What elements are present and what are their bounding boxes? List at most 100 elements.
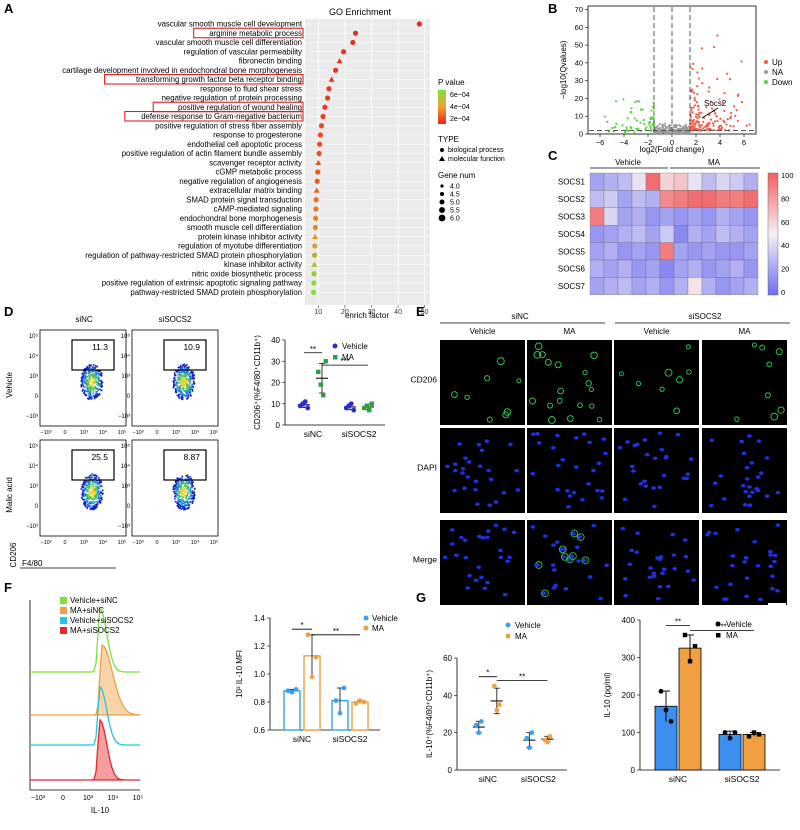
flow-y-tick: 10⁵: [29, 443, 39, 450]
flow-event: [85, 497, 87, 500]
volcano-point-down: [624, 130, 627, 134]
volcano-y-tick-label: 0: [579, 130, 583, 139]
go-point-bp: [320, 113, 326, 120]
if-image-grid: Vehicle MA Vehicle MA CD206 DAPI Merge: [411, 327, 787, 605]
flow-col-sisocs2: siSOCS2: [159, 315, 192, 324]
flow-event: [99, 500, 101, 503]
flow-event: [175, 381, 178, 384]
volcano-point-na: [661, 123, 664, 126]
heatmap-cell: [589, 190, 605, 208]
heatmap-cell: [659, 190, 675, 208]
volcano-legend-up-marker: [764, 60, 768, 64]
flow-event: [191, 383, 194, 386]
flow-event: [187, 492, 189, 495]
flow-x-tick: 10⁵: [210, 539, 218, 546]
flow-event: [185, 496, 188, 499]
volcano-point-up: [729, 116, 732, 120]
flow-event: [84, 367, 86, 370]
go-x-tick-label: 40: [394, 309, 402, 316]
flow-event: [83, 389, 86, 392]
volcano-x-tick-label: −2: [644, 138, 653, 147]
if-nucleus: [560, 457, 566, 462]
flow-event: [88, 483, 91, 486]
flow-event: [92, 392, 95, 395]
volcano-point-na: [667, 125, 670, 128]
volcano-y-tick-label: 60: [575, 23, 583, 32]
flow-event: [90, 395, 93, 397]
if-row-label: CD206: [411, 375, 438, 385]
y-axis-label: CD206⁺(%F4/80⁺CD11b⁺): [253, 335, 262, 430]
if-nucleus: [567, 494, 573, 498]
flow-event: [91, 374, 94, 377]
volcano-point-na: [675, 125, 678, 129]
if-nucleus: [642, 438, 648, 442]
data-point: [547, 734, 553, 739]
volcano-x-tick-label: 6: [742, 138, 746, 147]
if-nucleus: [744, 594, 750, 599]
if-nucleus: [599, 496, 605, 500]
flow-event: [176, 394, 179, 397]
volcano-point-up: [701, 67, 704, 70]
flow-event: [97, 476, 100, 479]
go-x-ticks: 10 20 30 40 50: [314, 305, 429, 316]
heatmap-cell: [715, 225, 731, 243]
if-nucleus: [493, 500, 499, 504]
volcano-point-down: [636, 100, 639, 103]
flow-x-tick: 10⁴: [191, 539, 200, 546]
if-cell-green: [556, 397, 563, 404]
if-nucleus: [498, 548, 503, 553]
data-point: [321, 393, 326, 398]
flow-event: [100, 372, 103, 375]
flow-event: [175, 492, 178, 495]
if-nucleus: [657, 431, 663, 435]
hist-legend-swatch: [60, 607, 67, 614]
data-point: [305, 405, 311, 411]
flow-event: [186, 392, 189, 395]
flow-event: [189, 492, 192, 495]
if-nucleus: [601, 437, 607, 441]
volcano-point-up: [737, 93, 740, 96]
flow-event: [173, 376, 176, 379]
flow-event: [87, 494, 89, 496]
flow-event: [85, 484, 87, 486]
if-row-label: Merge: [413, 555, 437, 565]
go-gene-marker: [440, 184, 444, 188]
h-data-point: [663, 707, 669, 713]
heatmap-cell: [673, 259, 689, 278]
go-gene-label: 5.0: [450, 200, 460, 207]
flow-y-tick: 10⁴: [29, 353, 39, 360]
flow-event: [185, 498, 188, 501]
if-nucleus: [775, 588, 780, 593]
flow-event: [173, 495, 176, 498]
flow-event: [189, 495, 192, 497]
flow-event: [81, 484, 84, 486]
if-nucleus: [587, 440, 592, 445]
if-nucleus: [458, 535, 464, 540]
volcano-y-tick-label: 20: [575, 94, 583, 103]
flow-event: [97, 497, 99, 500]
flow-event: [178, 490, 181, 493]
flow-event: [99, 380, 102, 383]
flow-event: [192, 496, 195, 499]
volcano-y-tick-label: 10: [575, 112, 583, 121]
flow-event: [95, 500, 98, 503]
heatmap-cell: [645, 207, 661, 226]
volcano-point-na: [657, 127, 660, 131]
if-nucleus: [629, 548, 635, 553]
sig-mark: **: [310, 345, 316, 354]
if-nucleus: [755, 563, 761, 568]
go-term-label: cartilage development involved in endoch…: [62, 66, 302, 75]
if-nucleus: [691, 578, 697, 582]
flow-event: [98, 497, 101, 500]
if-nucleus: [566, 505, 571, 509]
f-data-point: [305, 632, 311, 638]
hist-x-tick: 10³: [83, 795, 94, 802]
hist-legend-swatch: [60, 597, 67, 604]
volcano-point-up: [714, 112, 717, 115]
if-cell-green: [764, 392, 771, 399]
heatmap-group-ma: MA: [708, 158, 721, 167]
if-image: [440, 520, 525, 605]
flow-event: [83, 378, 85, 381]
volcano-point-na: [658, 126, 661, 130]
flow-event: [83, 391, 85, 394]
